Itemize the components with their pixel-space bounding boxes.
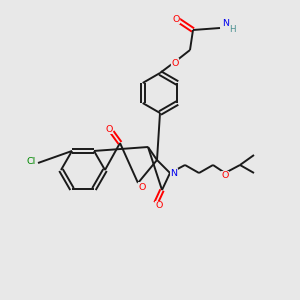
Text: O: O: [172, 14, 180, 23]
Text: N: N: [170, 169, 178, 178]
Text: O: O: [105, 124, 113, 134]
Text: N: N: [222, 20, 229, 28]
Text: Cl: Cl: [26, 158, 36, 166]
Text: O: O: [171, 58, 179, 68]
Text: O: O: [221, 172, 229, 181]
Text: O: O: [138, 182, 146, 191]
Text: H: H: [229, 25, 236, 34]
Text: O: O: [155, 202, 163, 211]
